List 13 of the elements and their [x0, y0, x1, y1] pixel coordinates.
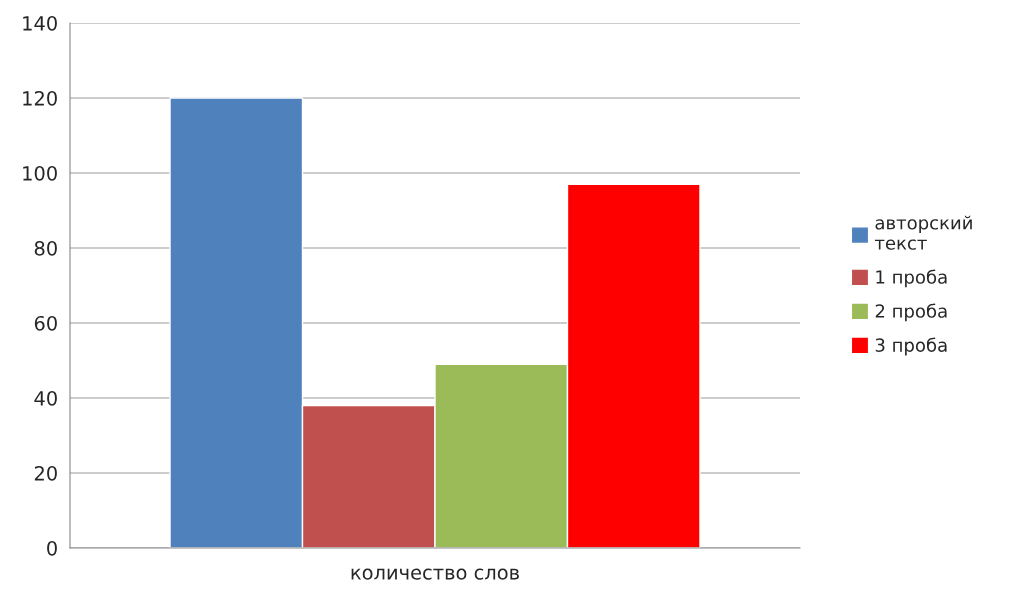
legend-label: 3 проба	[875, 337, 947, 356]
x-tick-label: количество слов	[351, 568, 519, 580]
y-tick-label: 100	[23, 165, 57, 181]
y-tick-label: 80	[34, 240, 57, 256]
y-tick-label: 20	[34, 465, 57, 481]
y-tick-label: 0	[47, 540, 57, 556]
legend-label: 1 проба	[876, 269, 947, 288]
y-tick-label: 60	[34, 315, 57, 331]
legend-label: 2 проба	[875, 303, 947, 322]
y-tick-label: 120	[23, 90, 57, 106]
y-tick-label: 140	[23, 15, 57, 31]
y-tick-label: 40	[34, 390, 57, 406]
legend-label: авторский текст	[874, 215, 972, 250]
